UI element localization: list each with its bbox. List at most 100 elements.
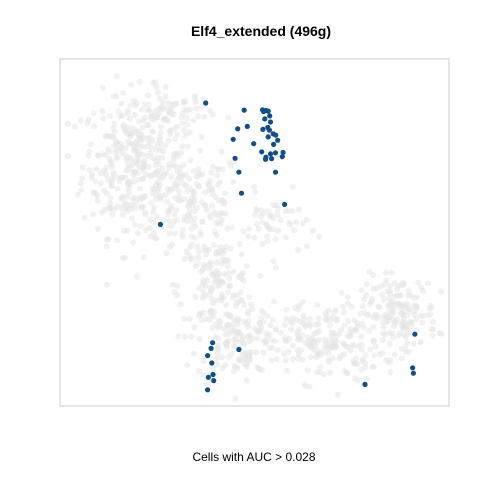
background-cell-point: [316, 348, 323, 355]
background-cell-point: [398, 311, 405, 318]
background-cell-point: [153, 146, 160, 153]
background-cell-point: [191, 94, 198, 101]
background-cell-point: [130, 239, 137, 246]
background-cell-point: [380, 324, 387, 331]
background-cell-point: [213, 259, 220, 266]
background-cell-point: [108, 161, 114, 168]
background-cell-point: [399, 319, 406, 326]
background-cell-point: [183, 248, 190, 255]
background-cell-point: [179, 120, 186, 127]
background-cell-point: [282, 335, 289, 341]
background-cell-point: [368, 298, 375, 305]
background-cell-point: [295, 355, 302, 362]
background-cell-point: [252, 189, 259, 196]
background-cell-point: [171, 211, 178, 218]
background-cell-point: [344, 370, 351, 377]
background-cell-point: [299, 356, 306, 363]
background-cell-point: [103, 171, 110, 178]
background-cell-point: [151, 204, 157, 211]
background-cell-point: [267, 322, 274, 329]
background-cell-point: [205, 181, 212, 188]
background-cell-point: [271, 298, 277, 305]
background-cell-point: [124, 227, 130, 234]
background-cell-point: [246, 294, 253, 301]
background-cell-point: [257, 315, 264, 322]
background-cell-point: [251, 183, 258, 190]
background-cell-point: [194, 243, 201, 250]
background-cell-point: [256, 320, 263, 327]
background-cell-point: [225, 114, 232, 121]
background-cell-point: [301, 381, 308, 388]
background-cell-point: [134, 230, 141, 236]
background-cell-point: [113, 155, 120, 162]
background-cell-point: [214, 172, 221, 179]
background-cell-point: [210, 164, 216, 171]
background-cell-point: [214, 346, 221, 353]
background-cell-point: [287, 221, 294, 228]
background-cell-point: [289, 320, 296, 327]
background-cell-point: [158, 123, 165, 130]
background-cell-point: [219, 166, 226, 173]
background-cell-point: [289, 356, 296, 363]
background-cell-point: [333, 343, 340, 350]
background-cell-point: [348, 303, 355, 310]
background-cell-point: [145, 101, 152, 108]
background-cell-point: [107, 205, 114, 212]
background-cell-point: [337, 353, 344, 360]
background-cell-point: [193, 173, 200, 180]
highlighted-cell-point: [238, 190, 245, 196]
background-cell-point: [370, 324, 377, 331]
background-cell-point: [382, 311, 389, 318]
background-cell-point: [97, 180, 104, 187]
background-cell-point: [272, 236, 279, 243]
background-cell-point: [285, 348, 292, 355]
background-cell-point: [293, 219, 300, 226]
background-cell-point: [164, 198, 171, 205]
background-cell-point: [275, 227, 282, 234]
highlighted-cell-point: [269, 156, 275, 162]
background-cell-point: [107, 195, 114, 202]
background-cell-point: [93, 191, 100, 198]
highlighted-cell-point: [282, 201, 288, 207]
highlighted-cell-point: [205, 374, 211, 380]
background-cell-point: [142, 192, 149, 199]
background-cell-point: [136, 185, 143, 192]
background-cell-point: [186, 207, 193, 214]
background-cell-point: [141, 143, 147, 150]
background-cell-point: [156, 137, 163, 144]
background-cell-point: [147, 150, 154, 157]
background-cell-point: [212, 212, 219, 219]
background-cell-point: [240, 228, 247, 235]
background-cell-point: [169, 241, 176, 248]
background-cell-point: [177, 301, 184, 308]
background-cell-point: [175, 188, 182, 195]
background-cell-point: [81, 214, 88, 221]
background-cell-point: [277, 217, 284, 224]
background-cell-point: [167, 207, 174, 214]
background-cell-point: [289, 342, 296, 349]
background-cell-point: [230, 179, 237, 186]
background-cell-point: [274, 347, 281, 354]
background-cell-point: [245, 318, 252, 325]
background-cell-point: [199, 103, 205, 110]
background-cell-point: [327, 337, 334, 344]
background-cell-point: [223, 243, 229, 250]
background-cell-point: [198, 199, 205, 206]
background-cell-point: [209, 202, 216, 209]
background-cell-point: [207, 285, 214, 291]
background-cell-point: [211, 270, 218, 277]
background-cell-point: [137, 223, 144, 230]
background-cell-point: [168, 173, 175, 180]
background-cell-point: [381, 296, 388, 303]
background-cell-point: [100, 84, 106, 91]
background-cell-point: [198, 133, 205, 140]
background-cell-point: [196, 336, 203, 342]
highlighted-cells-layer: [157, 100, 418, 393]
background-cell-point: [168, 223, 174, 230]
background-cell-point: [438, 330, 445, 337]
background-cell-point: [419, 319, 426, 326]
background-cell-point: [387, 369, 394, 376]
background-cell-point: [159, 154, 166, 161]
background-cell-point: [126, 188, 133, 195]
background-cell-point: [103, 243, 110, 250]
